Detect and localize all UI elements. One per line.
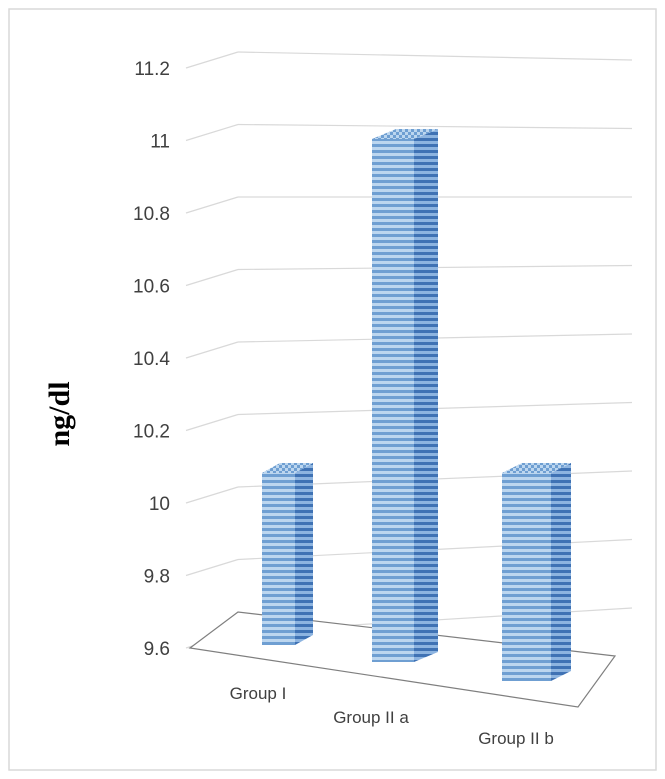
y-tick-label: 9.8 [144,567,170,588]
bar-front [502,473,551,681]
x-category-label: Group II b [478,729,554,748]
y-tick-label: 10 [149,494,170,515]
bar [372,129,438,662]
bar [502,463,571,681]
bar-front [262,473,295,645]
bar-top [502,463,571,473]
y-tick-label: 9.6 [144,639,170,660]
bar-side [414,129,438,662]
x-category-label: Group I [230,684,287,703]
bars [262,129,571,681]
bar [262,463,313,645]
y-tick-label: 10.8 [133,204,170,225]
bar-front [372,139,414,662]
x-axis-categories: Group I Group II a Group II b [230,684,554,748]
bar-top [262,463,313,473]
bar-top [372,129,438,139]
bar-side [551,463,571,681]
y-axis-ticks: 9.6 9.8 10 10.2 10.4 10.6 10.8 11 11.2 [133,59,170,660]
x-category-label: Group II a [333,708,409,727]
y-tick-label: 10.6 [133,277,170,298]
y-tick-label: 10.4 [133,349,170,370]
bar-side [295,463,313,645]
y-tick-label: 10.2 [133,422,170,443]
y-axis-title: ng/dl [43,381,76,446]
y-tick-label: 11 [150,132,170,153]
y-tick-label: 11.2 [134,59,170,80]
